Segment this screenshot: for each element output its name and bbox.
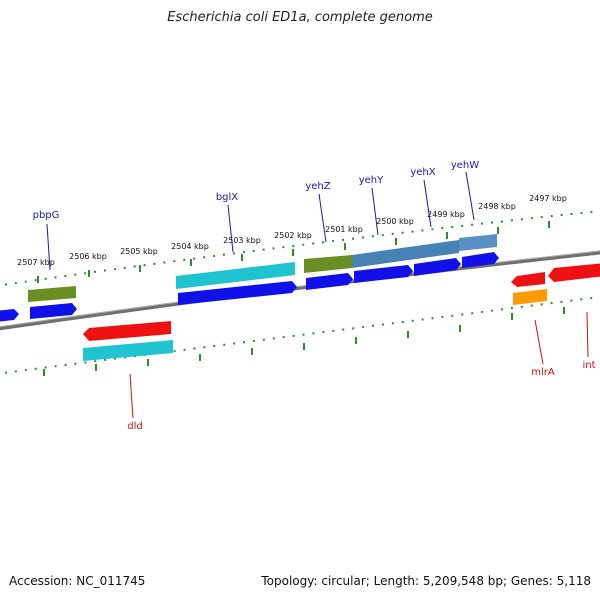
kbp-label: 2507 kbp [17, 258, 55, 267]
gene-feature-olive [28, 286, 76, 302]
gene-feature-olive [304, 255, 352, 273]
gene-feature-cyan [83, 340, 173, 361]
gene-feature-blue [0, 309, 19, 322]
gene-label-pbpG: pbpG [33, 210, 60, 221]
kbp-label: 2506 kbp [69, 252, 107, 261]
kbp-label: 2501 kbp [325, 225, 363, 234]
kbp-label: 2503 kbp [223, 236, 261, 245]
gene-feature-red [83, 321, 171, 341]
map-title: Escherichia coli ED1a, complete genome [167, 10, 433, 25]
gene-label-mlrA: mlrA [531, 367, 555, 378]
gene-feature-blue [354, 265, 413, 283]
kbp-label: 2505 kbp [120, 247, 158, 256]
gene-feature-blue [306, 273, 353, 290]
gene-feature-steel [459, 234, 497, 251]
gene-feature-cyan [176, 262, 295, 289]
reverse-gene-labels: dld mlrA int [127, 360, 595, 432]
reverse-features [83, 263, 600, 361]
kbp-scale-labels: 2507 kbp 2506 kbp 2505 kbp 2504 kbp 2503… [17, 194, 567, 267]
gene-feature-red [548, 263, 600, 282]
forward-major-ticks [37, 221, 550, 283]
kbp-label: 2504 kbp [171, 242, 209, 251]
forward-callout-lines [46, 171, 475, 271]
gene-feature-blue [414, 258, 461, 276]
gene-label-int: int [582, 360, 595, 371]
gene-feature-orange [513, 289, 547, 305]
genome-backbone-highlight [0, 250, 600, 328]
gene-label-bglX: bglX [216, 192, 238, 203]
gene-feature-red [511, 272, 545, 287]
forward-outer-features [28, 234, 497, 302]
kbp-label: 2499 kbp [427, 210, 465, 219]
gene-label-yehW: yehW [451, 160, 479, 171]
gene-feature-blue [30, 303, 77, 319]
gene-feature-blue [462, 252, 499, 268]
gene-feature-steel [352, 240, 459, 268]
forward-inner-features [0, 252, 499, 322]
genome-summary-label: Topology: circular; Length: 5,209,548 bp… [261, 574, 591, 588]
gene-label-yehZ: yehZ [305, 181, 330, 192]
genome-backbone [0, 250, 600, 331]
gene-feature-blue [178, 281, 297, 305]
kbp-label: 2498 kbp [478, 202, 516, 211]
reverse-major-ticks [43, 307, 565, 376]
kbp-label: 2500 kbp [376, 217, 414, 226]
gene-label-yehX: yehX [410, 167, 435, 178]
gene-label-dld: dld [127, 421, 142, 432]
kbp-label: 2497 kbp [529, 194, 567, 203]
gene-label-yehY: yehY [359, 175, 384, 186]
reverse-callout-lines [129, 311, 589, 419]
forward-gene-labels: pbpG bglX yehZ yehY yehX yehW [33, 160, 480, 221]
accession-label: Accession: NC_011745 [9, 574, 146, 588]
kbp-label: 2502 kbp [274, 231, 312, 240]
